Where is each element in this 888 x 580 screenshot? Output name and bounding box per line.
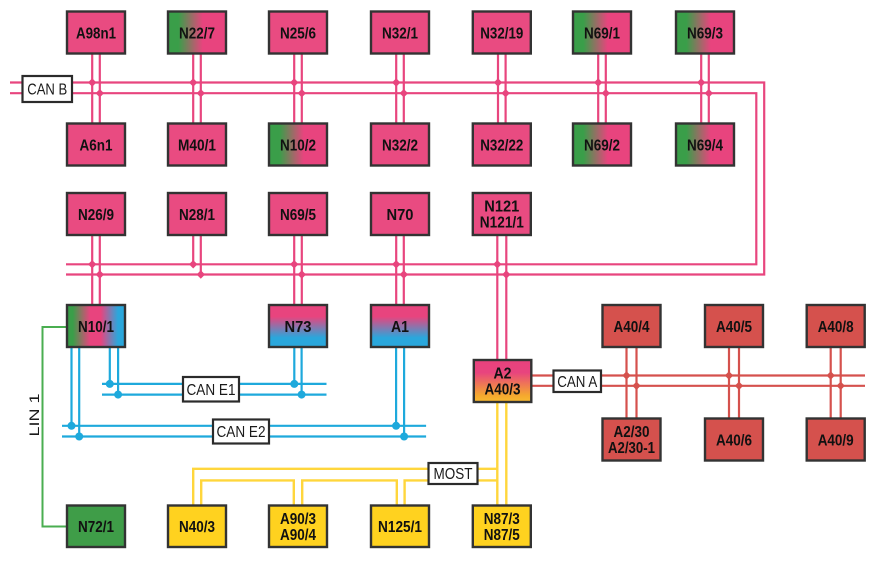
svg-text:M40/1: M40/1 [178, 137, 216, 154]
svg-text:N22/7: N22/7 [179, 25, 215, 42]
svg-text:A2: A2 [494, 366, 512, 383]
svg-text:MOST: MOST [434, 466, 473, 483]
svg-text:CAN E2: CAN E2 [217, 424, 266, 441]
svg-text:CAN A: CAN A [557, 374, 597, 391]
svg-text:N69/3: N69/3 [687, 25, 723, 42]
svg-text:N26/9: N26/9 [78, 207, 114, 224]
svg-text:A2/30-1: A2/30-1 [608, 440, 655, 457]
svg-text:A1: A1 [391, 319, 409, 336]
svg-text:A40/3: A40/3 [485, 382, 521, 399]
svg-text:A40/8: A40/8 [818, 319, 854, 336]
svg-text:N69/5: N69/5 [280, 207, 316, 224]
svg-text:N69/4: N69/4 [687, 137, 723, 154]
svg-text:A6n1: A6n1 [80, 137, 113, 154]
svg-text:A98n1: A98n1 [76, 25, 116, 42]
svg-text:N121/1: N121/1 [480, 215, 524, 232]
svg-text:LIN 1: LIN 1 [26, 393, 42, 436]
svg-text:N32/1: N32/1 [382, 25, 418, 42]
svg-text:N125/1: N125/1 [378, 519, 422, 536]
svg-text:N25/6: N25/6 [280, 25, 316, 42]
svg-text:N73: N73 [285, 319, 312, 336]
svg-text:N10/1: N10/1 [78, 319, 114, 336]
svg-text:CAN B: CAN B [27, 82, 67, 99]
svg-text:N72/1: N72/1 [78, 519, 114, 536]
svg-text:A40/6: A40/6 [716, 432, 752, 449]
svg-text:CAN E1: CAN E1 [187, 382, 236, 399]
svg-text:A90/3: A90/3 [280, 511, 316, 528]
svg-text:N28/1: N28/1 [179, 207, 215, 224]
svg-text:A90/4: A90/4 [280, 527, 316, 544]
svg-text:N69/2: N69/2 [584, 137, 620, 154]
svg-text:N69/1: N69/1 [584, 25, 620, 42]
svg-text:N121: N121 [484, 199, 519, 216]
svg-text:N87/3: N87/3 [484, 511, 520, 528]
svg-text:A40/5: A40/5 [716, 319, 752, 336]
svg-text:N87/5: N87/5 [484, 527, 520, 544]
svg-text:A40/4: A40/4 [614, 319, 650, 336]
svg-text:N40/3: N40/3 [179, 519, 215, 536]
svg-text:A40/9: A40/9 [818, 432, 854, 449]
svg-text:A2/30: A2/30 [614, 424, 650, 441]
svg-text:N70: N70 [387, 207, 414, 224]
svg-text:N10/2: N10/2 [280, 137, 316, 154]
svg-text:N32/19: N32/19 [480, 25, 523, 42]
svg-text:N32/22: N32/22 [480, 137, 523, 154]
svg-text:N32/2: N32/2 [382, 137, 418, 154]
